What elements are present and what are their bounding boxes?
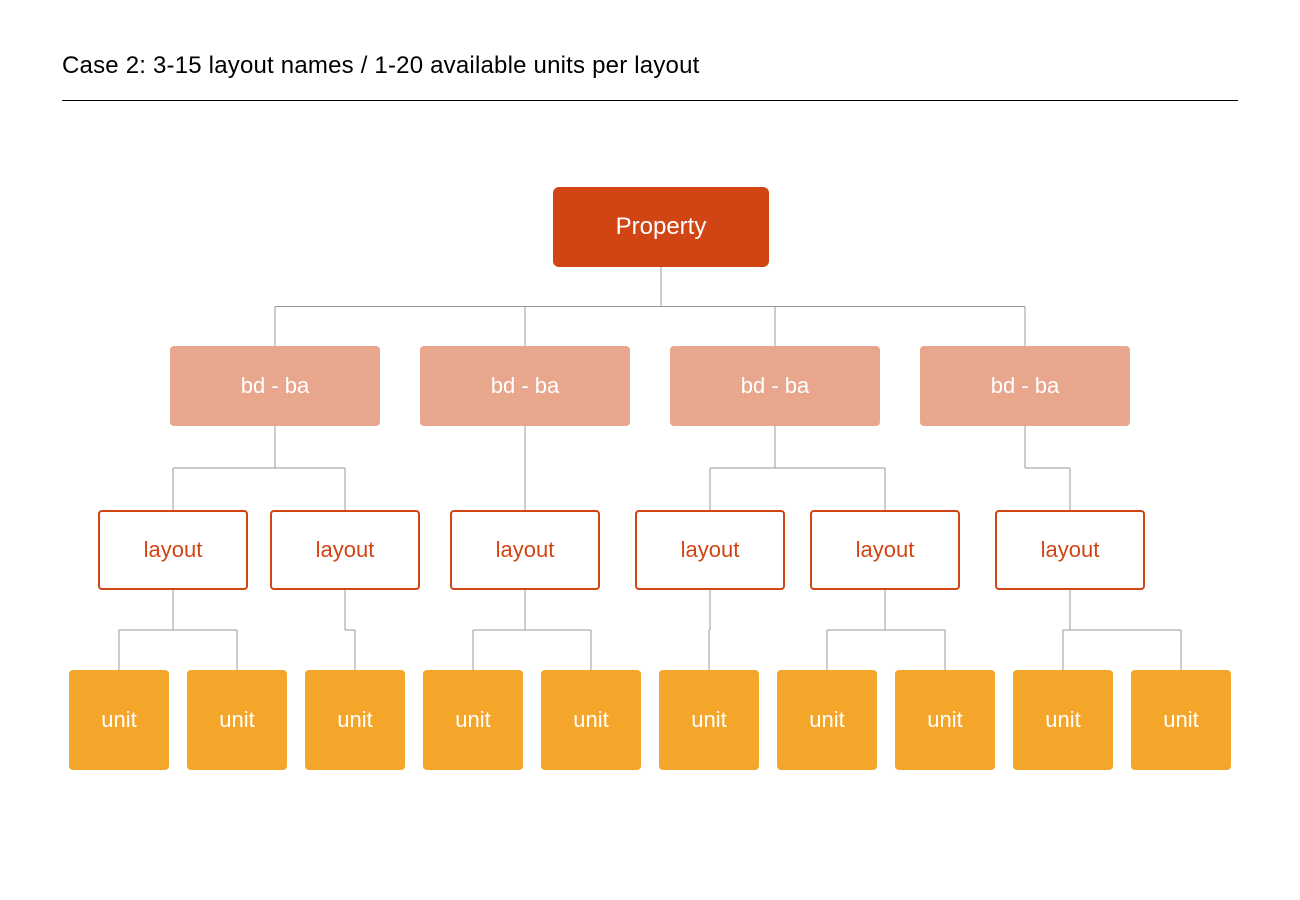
- tree-node-unit: unit: [305, 670, 405, 770]
- tree-node-label: layout: [316, 537, 375, 563]
- tree-node-label: unit: [101, 707, 136, 733]
- tree-node-label: unit: [337, 707, 372, 733]
- tree-node-layout: layout: [450, 510, 600, 590]
- tree-node-label: unit: [691, 707, 726, 733]
- tree-node-unit: unit: [1131, 670, 1231, 770]
- tree-node-unit: unit: [69, 670, 169, 770]
- tree-node-root: Property: [553, 187, 769, 267]
- tree-node-label: unit: [219, 707, 254, 733]
- tree-node-label: bd - ba: [741, 373, 810, 399]
- tree-node-label: layout: [1041, 537, 1100, 563]
- tree-node-unit: unit: [1013, 670, 1113, 770]
- tree-node-label: bd - ba: [991, 373, 1060, 399]
- tree-node-unit: unit: [895, 670, 995, 770]
- tree-node-label: layout: [681, 537, 740, 563]
- tree-node-label: unit: [1045, 707, 1080, 733]
- tree-node-label: unit: [455, 707, 490, 733]
- tree-node-label: bd - ba: [241, 373, 310, 399]
- tree-node-bdba: bd - ba: [420, 346, 630, 426]
- tree-node-layout: layout: [98, 510, 248, 590]
- tree-node-unit: unit: [777, 670, 877, 770]
- tree-node-bdba: bd - ba: [670, 346, 880, 426]
- tree-node-label: layout: [856, 537, 915, 563]
- tree-node-label: unit: [1163, 707, 1198, 733]
- tree-node-layout: layout: [995, 510, 1145, 590]
- tree-node-layout: layout: [810, 510, 960, 590]
- tree-node-layout: layout: [635, 510, 785, 590]
- tree-node-label: layout: [496, 537, 555, 563]
- tree-canvas: Property bd - ba bd - ba bd - ba bd - ba layo…: [0, 0, 1300, 900]
- tree-node-unit: unit: [423, 670, 523, 770]
- tree-node-label: layout: [144, 537, 203, 563]
- tree-node-label: unit: [927, 707, 962, 733]
- tree-node-unit: unit: [541, 670, 641, 770]
- tree-node-bdba: bd - ba: [170, 346, 380, 426]
- tree-node-label: Property: [616, 213, 707, 241]
- tree-node-label: bd - ba: [491, 373, 560, 399]
- tree-node-label: unit: [809, 707, 844, 733]
- tree-node-label: unit: [573, 707, 608, 733]
- tree-node-bdba: bd - ba: [920, 346, 1130, 426]
- tree-node-layout: layout: [270, 510, 420, 590]
- tree-node-unit: unit: [187, 670, 287, 770]
- tree-node-unit: unit: [659, 670, 759, 770]
- page: Case 2: 3-15 layout names / 1-20 availab…: [0, 0, 1300, 900]
